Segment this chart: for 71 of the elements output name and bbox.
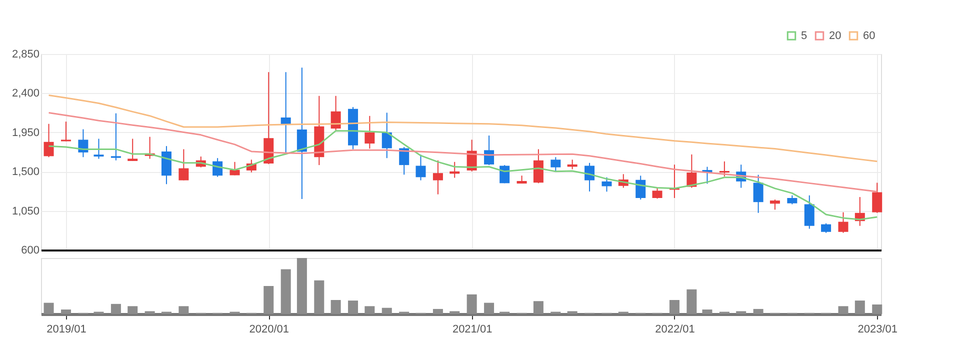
candlestick <box>821 222 832 234</box>
candlestick <box>110 112 121 161</box>
y-tick-label: 1,500 <box>12 166 40 178</box>
x-tick-label: 2020/01 <box>249 324 290 336</box>
candlestick <box>44 123 54 158</box>
candlestick <box>364 115 375 150</box>
candlestick <box>652 187 662 200</box>
candlestick <box>60 121 71 142</box>
x-tick-label: 2021/01 <box>452 324 492 336</box>
legend-label: 60 <box>863 30 876 42</box>
candlestick <box>78 128 88 158</box>
line-series <box>48 94 878 162</box>
candlestick <box>753 174 764 214</box>
candlestick <box>872 182 882 214</box>
bar <box>364 306 375 314</box>
bar <box>872 304 882 314</box>
bar <box>567 311 578 314</box>
candlestick <box>178 148 189 181</box>
y-tick-label: 2,850 <box>12 48 40 60</box>
candlestick <box>382 112 392 159</box>
bar <box>838 306 848 314</box>
bar <box>44 302 54 314</box>
candlestick <box>94 138 104 160</box>
candlestick <box>719 160 730 177</box>
bar <box>686 289 697 314</box>
bar <box>330 300 341 314</box>
bar <box>854 300 865 314</box>
x-tick-label: 2019/01 <box>46 324 86 336</box>
bar <box>432 308 443 314</box>
bar <box>348 300 358 314</box>
candlestick <box>636 175 646 200</box>
candlestick <box>838 212 848 234</box>
candlestick <box>804 194 814 230</box>
y-tick-label: 600 <box>21 244 40 256</box>
candlestick <box>484 135 494 166</box>
bar <box>110 304 121 314</box>
bar <box>736 311 746 314</box>
candlestick <box>230 161 240 176</box>
bar <box>382 308 392 314</box>
y-tick-label: 2,400 <box>12 88 40 100</box>
candlestick <box>128 138 138 162</box>
bar <box>466 294 477 314</box>
y-tick-label: 1,050 <box>12 205 40 218</box>
candlestick <box>770 199 780 210</box>
candlestick <box>550 156 561 172</box>
legend-label: 5 <box>801 30 808 42</box>
candlestick <box>432 160 443 195</box>
bar <box>533 301 544 314</box>
candlestick <box>533 148 544 184</box>
y-tick-label: 1,950 <box>12 126 40 139</box>
bar <box>450 311 460 314</box>
x-tick-label: 2023/01 <box>858 324 898 336</box>
candlestick <box>602 176 612 192</box>
candlestick <box>686 154 697 188</box>
bar <box>178 306 189 314</box>
bar <box>128 306 138 314</box>
bar <box>669 300 680 314</box>
candlestick <box>416 154 426 181</box>
bar <box>484 302 494 314</box>
bar <box>314 280 324 314</box>
bar <box>144 311 155 314</box>
legend-label: 20 <box>829 30 842 42</box>
candlestick <box>296 67 307 200</box>
x-tick-label: 2022/01 <box>655 324 695 336</box>
bar <box>753 308 764 314</box>
candlestick <box>330 95 341 131</box>
bar <box>702 310 712 314</box>
bar <box>264 286 274 314</box>
bar <box>60 310 71 314</box>
bar <box>280 269 291 314</box>
bar <box>296 258 307 314</box>
